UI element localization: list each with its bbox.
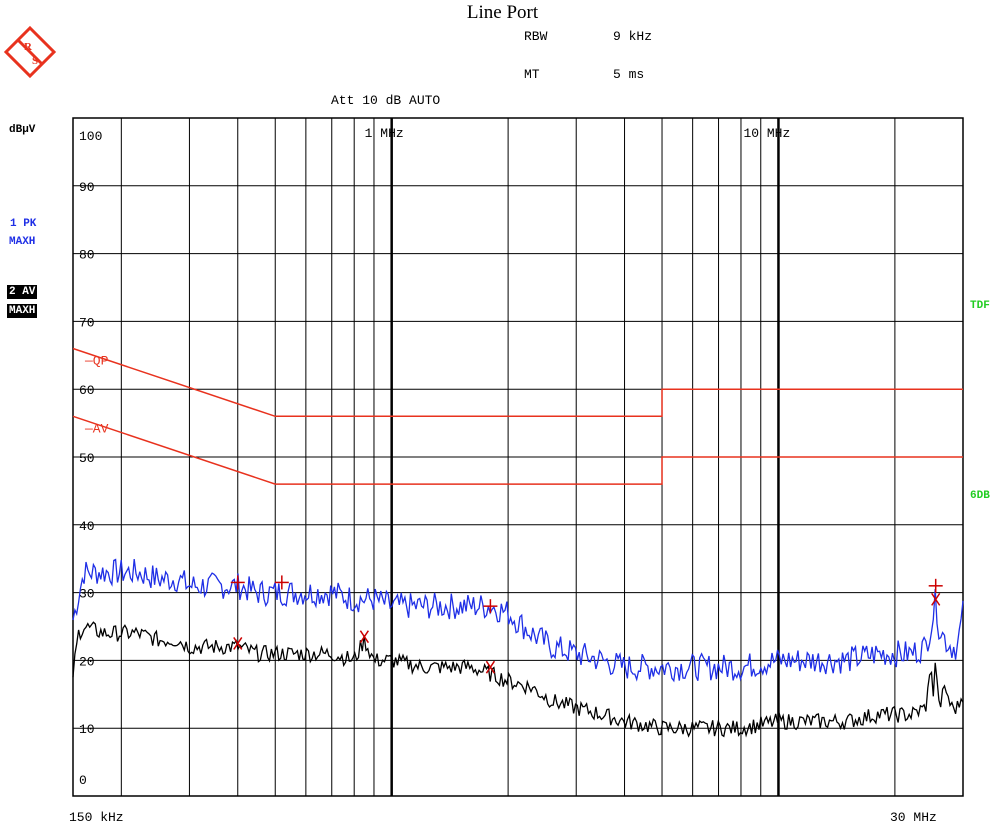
x-tick-label-10mhz: 10 MHz [743, 126, 790, 141]
traces [72, 558, 964, 738]
y-tick-label: 70 [79, 315, 95, 330]
mt-value: 5 ms [613, 67, 645, 82]
trace2-mode: MAXH [7, 304, 38, 318]
limit-line-av [72, 415, 963, 485]
mt-label: MT [524, 67, 540, 82]
y-tick-label: 10 [79, 722, 95, 737]
rbw-label: RBW [524, 29, 548, 44]
rs-logo-icon: R S [3, 25, 57, 79]
svg-text:R: R [24, 41, 33, 53]
trace2-type: 2 AV [7, 285, 38, 299]
trace-average [72, 621, 964, 738]
marker-av [931, 592, 941, 606]
y-tick-label: 30 [79, 587, 95, 602]
trace1-mode: MAXH [9, 236, 36, 248]
marker-av [359, 630, 369, 644]
y-tick-label: 50 [79, 451, 95, 466]
marker-av [485, 660, 496, 674]
chart-grid [72, 117, 964, 797]
y-tick-label: 0 [79, 773, 87, 788]
y-tick-label: 60 [79, 383, 95, 398]
markers [230, 575, 943, 674]
y-tick-label: 90 [79, 180, 95, 195]
unit-label: dBµV [9, 124, 36, 136]
av-limit-label: —AV [84, 421, 109, 436]
rbw-value: 9 kHz [613, 29, 653, 44]
y-tick-label: 40 [79, 519, 95, 534]
tdf-label: TDF [970, 300, 990, 312]
x-tick-label-start: 150 kHz [69, 810, 124, 825]
y-tick-label: 80 [79, 248, 95, 263]
chart-title: Line Port [466, 2, 539, 23]
att-setting: Att 10 dB AUTO [331, 93, 441, 108]
x-tick-label-1mhz: 1 MHz [365, 126, 404, 141]
trace1-type: 1 PK [10, 218, 37, 230]
limit-lines [72, 347, 963, 485]
y-tick-labels: 0 10 20 30 40 50 60 70 80 90 100 [79, 129, 102, 788]
svg-text:S: S [32, 55, 38, 67]
x-tick-label-stop: 30 MHz [890, 810, 937, 825]
x-tick-labels: 150 kHz 30 MHz 1 MHz 10 MHz [69, 126, 937, 825]
db-label: 6DB [970, 490, 990, 502]
trace-peak [72, 558, 964, 683]
marker-av [233, 637, 243, 650]
y-tick-label: 100 [79, 129, 102, 144]
qp-limit-label: —QP [84, 354, 109, 369]
y-tick-label: 20 [79, 654, 95, 669]
limit-line-qp [72, 347, 963, 418]
